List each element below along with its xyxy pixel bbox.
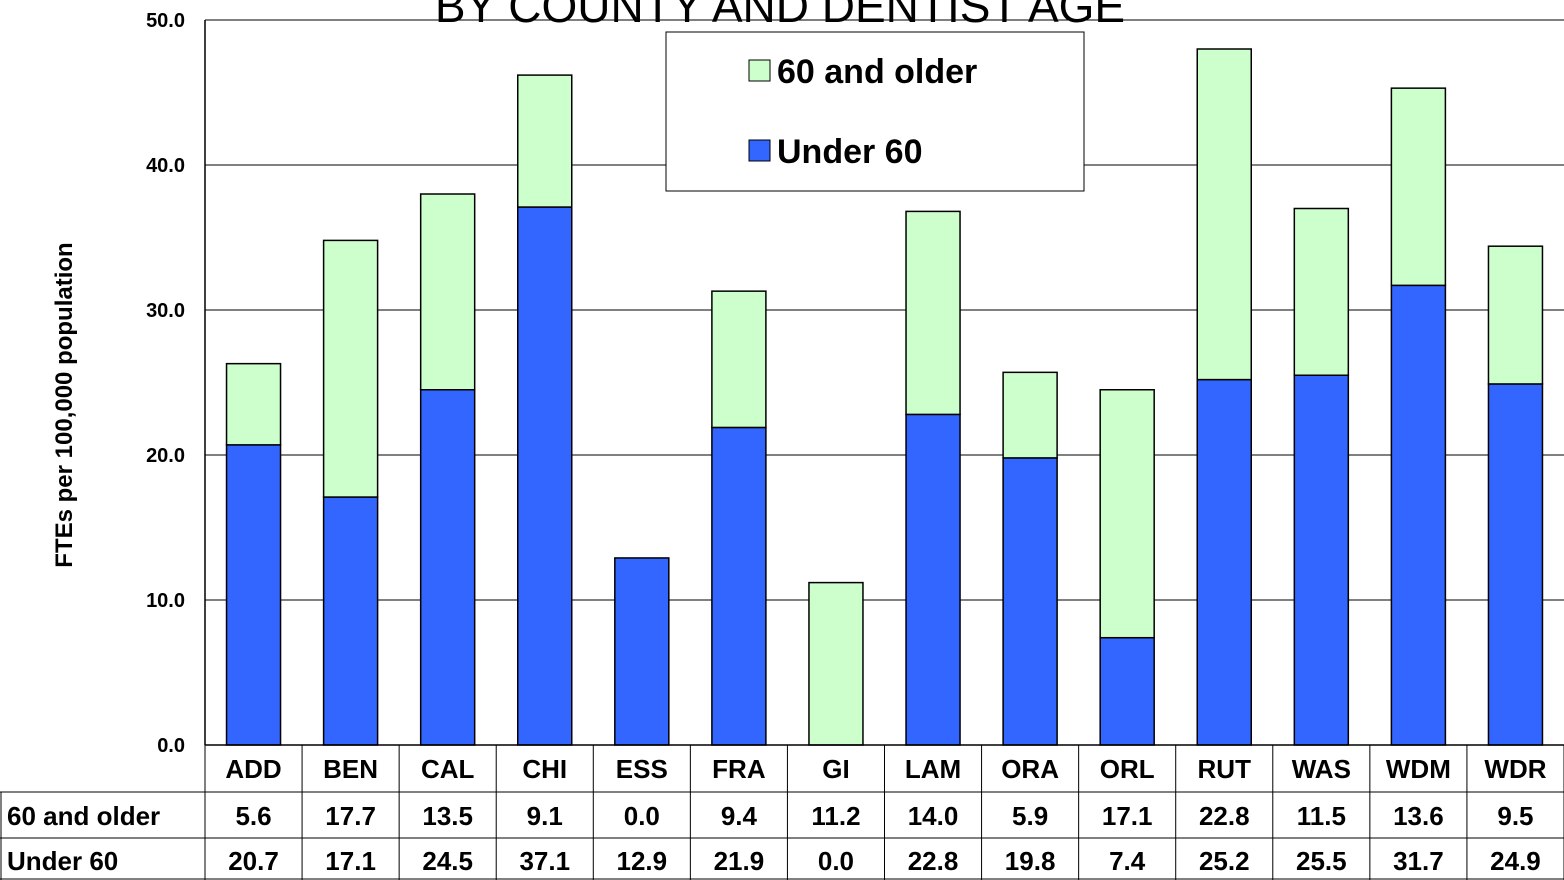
bar-under-60 (905, 413, 961, 746)
y-tick-label: 30.0 (146, 300, 185, 322)
table-cell: 17.1 (1102, 801, 1153, 831)
y-axis-ticks: 0.0 10.0 20.0 30.0 40.0 50.0 (146, 10, 185, 757)
bar-under-60 (517, 206, 573, 746)
table-cell: 24.9 (1490, 846, 1541, 876)
bar-60-and-older (1002, 371, 1058, 459)
x-tick-label: ORA (1001, 754, 1059, 784)
bar-60-and-older (1196, 48, 1252, 381)
table-row-header: Under 60 (7, 846, 118, 876)
table-cell: 9.5 (1497, 801, 1533, 831)
table-cell: 9.4 (721, 801, 758, 831)
legend: 60 and older Under 60 (665, 31, 1085, 192)
table-cell: 17.1 (325, 846, 376, 876)
x-tick-label: GI (822, 754, 849, 784)
y-tick-label: 50.0 (146, 10, 185, 32)
bar-60-and-older (1487, 245, 1544, 385)
legend-label-60-and-older: 60 and older (777, 53, 977, 91)
x-tick-label: CAL (421, 754, 475, 784)
x-tick-label: BEN (323, 754, 378, 784)
bar-60-and-older (711, 290, 767, 429)
table-cell: 17.7 (325, 801, 376, 831)
x-tick-label: CHI (522, 754, 567, 784)
bar-under-60 (711, 426, 767, 746)
table-cell: 13.5 (422, 801, 473, 831)
x-tick-label: WDM (1386, 754, 1451, 784)
x-tick-label: RUT (1198, 754, 1252, 784)
bar-60-and-older (419, 193, 476, 391)
table-cell: 25.5 (1296, 846, 1347, 876)
x-tick-label: LAM (905, 754, 961, 784)
table-cell: 14.0 (908, 801, 959, 831)
bar-60-and-older (808, 581, 864, 746)
table-cell: 0.0 (818, 846, 854, 876)
bar-60-and-older (225, 362, 282, 446)
x-tick-label: WDR (1484, 754, 1546, 784)
table-cell: 22.8 (1199, 801, 1250, 831)
y-tick-label: 40.0 (146, 155, 185, 177)
bar-under-60 (1099, 636, 1155, 746)
y-tick-label: 0.0 (157, 735, 185, 757)
bar-under-60 (1390, 284, 1447, 746)
bar-60-and-older (1099, 389, 1155, 639)
table-cell: 12.9 (617, 846, 668, 876)
bar-under-60 (1293, 374, 1350, 746)
x-tick-label: FRA (712, 754, 766, 784)
x-tick-label: ADD (225, 754, 281, 784)
x-tick-label: ORL (1100, 754, 1155, 784)
bars (225, 48, 1544, 746)
bar-under-60 (1002, 457, 1058, 746)
table-cell: 37.1 (519, 846, 570, 876)
table-cell: 19.8 (1005, 846, 1056, 876)
table-cell: 9.1 (527, 801, 563, 831)
table-cell: 5.6 (235, 801, 271, 831)
y-tick-label: 10.0 (146, 590, 185, 612)
bar-under-60 (1196, 378, 1252, 746)
table-row-header: 60 and older (7, 801, 160, 831)
table-cell: 31.7 (1393, 846, 1444, 876)
table-cell: 24.5 (422, 846, 473, 876)
table-cell: 0.0 (624, 801, 660, 831)
bar-60-and-older (1390, 87, 1447, 287)
bar-under-60 (1487, 383, 1544, 746)
legend-swatch-under-60 (748, 139, 771, 162)
table-cell: 5.9 (1012, 801, 1048, 831)
table-cell: 22.8 (908, 846, 959, 876)
bar-60-and-older (517, 74, 573, 208)
y-tick-label: 20.0 (146, 445, 185, 467)
table-cell: 11.2 (811, 801, 860, 831)
table-cell: 13.6 (1393, 801, 1444, 831)
bar-under-60 (419, 389, 476, 746)
legend-label-under-60: Under 60 (777, 133, 923, 171)
bar-under-60 (225, 444, 282, 746)
bar-under-60 (322, 496, 379, 746)
chart-title: BY COUNTY AND DENTIST AGE (435, 0, 1125, 32)
bar-under-60 (614, 557, 670, 746)
table-cell: 20.7 (228, 846, 279, 876)
table-cell: 25.2 (1199, 846, 1250, 876)
legend-box (665, 31, 1085, 192)
bar-60-and-older (905, 210, 961, 416)
data-table: ADD BEN CAL CHI ESS FRA GI LAM ORA ORL RUT WAS WDM WD… (0, 744, 1564, 880)
x-tick-label: ESS (616, 754, 668, 784)
bar-60-and-older (322, 239, 379, 498)
bar-60-and-older (1293, 207, 1350, 376)
legend-swatch-60-and-older (748, 59, 771, 82)
y-axis-label: FTEs per 100,000 population (51, 242, 78, 567)
table-cell: 7.4 (1109, 846, 1146, 876)
x-tick-label: WAS (1292, 754, 1351, 784)
table-cell: 11.5 (1297, 801, 1346, 831)
table-cell: 21.9 (714, 846, 765, 876)
